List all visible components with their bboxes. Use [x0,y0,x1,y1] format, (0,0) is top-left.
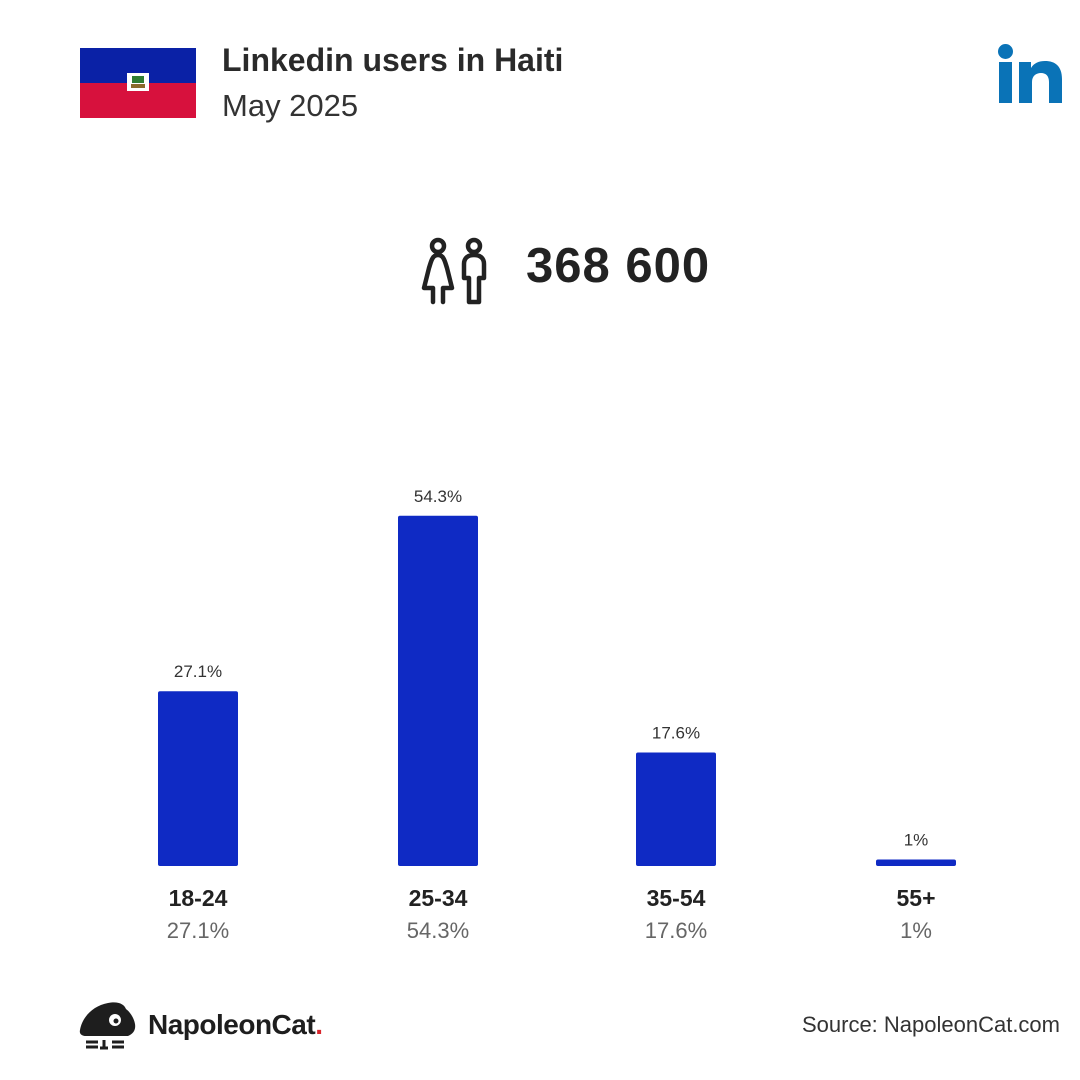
bar-18-24 [158,691,238,866]
page-subtitle: May 2025 [222,88,359,123]
category-percent-label: 1% [900,918,932,943]
category-percent-label: 54.3% [407,918,469,943]
page-title: Linkedin users in Haiti [222,42,564,78]
bar-data-label: 17.6% [652,723,700,742]
source-text: Source: NapoleonCat.com [801,1012,1060,1037]
brand-name-text: NapoleonCat [148,1009,316,1040]
bar-35-54 [636,752,716,866]
bar-25-34 [398,515,478,866]
users-icon [421,237,487,305]
total-users: 368 600 [526,239,711,293]
bar-data-label: 54.3% [414,487,462,506]
category-label: 55+ [896,885,935,911]
category-label: 18-24 [169,885,228,911]
linkedin-logo [998,44,1062,103]
bar-55+ [876,859,956,866]
category-label: 35-54 [647,885,706,911]
category-percent-label: 17.6% [645,918,707,943]
category-label: 25-34 [409,885,468,911]
brand-dot: . [315,1009,323,1040]
bar-data-label: 27.1% [174,662,222,681]
brand-name: NapoleonCat. [148,1009,323,1041]
category-percent-label: 27.1% [167,918,229,943]
napoleoncat-logo [79,1002,136,1050]
bar-data-label: 1% [904,831,929,850]
haiti-flag-icon [80,48,196,118]
